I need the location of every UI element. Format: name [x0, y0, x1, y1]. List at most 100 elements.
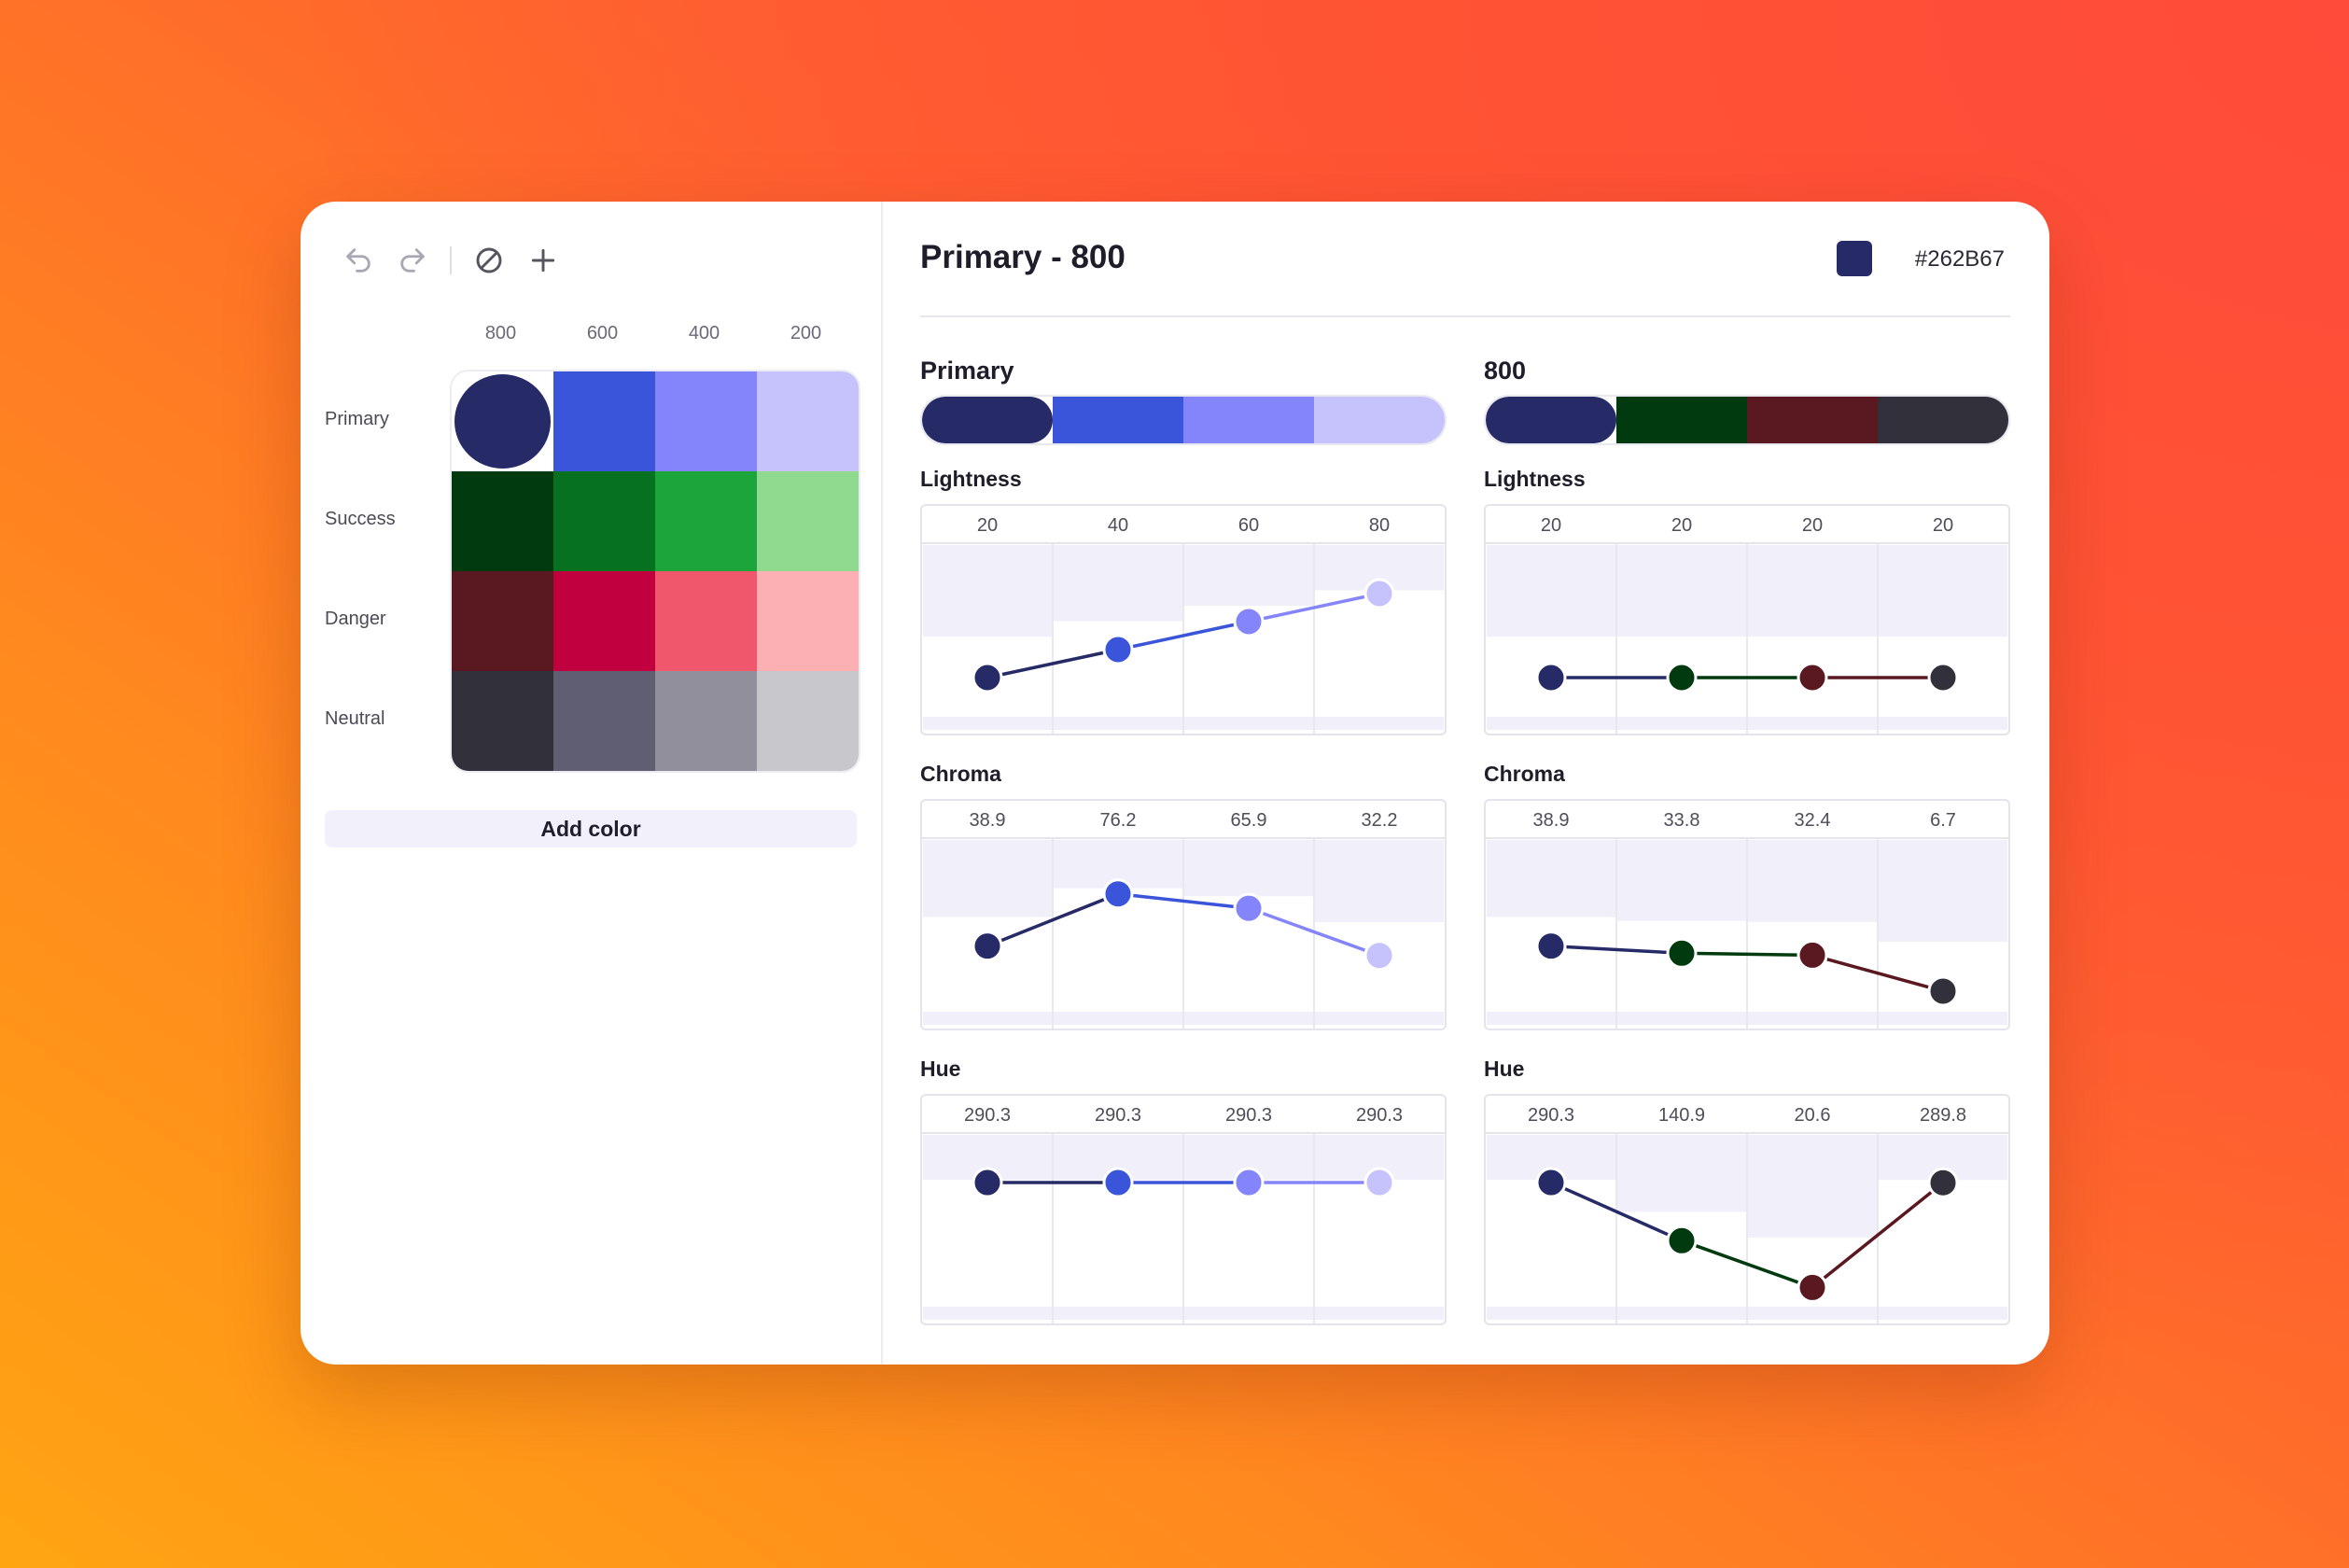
strip-swatch[interactable]	[1183, 397, 1314, 443]
strip-swatch[interactable]	[1314, 397, 1445, 443]
palette-swatch-neutral-400[interactable]	[655, 671, 757, 771]
palette-swatch-danger-800[interactable]	[452, 571, 553, 671]
metric-value-label: 290.3	[1356, 1105, 1403, 1126]
metric-chart-chroma: 38.9 76.2 65.9 32.2	[920, 799, 1447, 1030]
metric-plot: 20 40 60 80	[922, 515, 1445, 734]
add-color-button[interactable]: Add color	[325, 810, 857, 847]
row-label-primary[interactable]: Primary	[325, 409, 389, 429]
metric-value-label: 80	[1369, 515, 1390, 536]
metric-point[interactable]	[972, 662, 1003, 693]
strip-swatch[interactable]	[1747, 397, 1878, 443]
strip-swatch[interactable]	[1878, 397, 2008, 443]
metric-value-label: 76.2	[1100, 810, 1137, 831]
metric-point[interactable]	[1233, 1167, 1265, 1198]
metric-point[interactable]	[1797, 939, 1828, 971]
metric-value-label: 290.3	[1095, 1105, 1141, 1126]
page-title: Primary - 800	[920, 239, 1126, 275]
metric-point[interactable]	[1666, 662, 1698, 693]
metric-point[interactable]	[972, 931, 1003, 962]
metric-title-lightness: Lightness	[1484, 467, 1586, 491]
strip-swatch[interactable]	[1616, 397, 1747, 443]
header-divider	[920, 315, 2010, 317]
metric-chart-lightness: 20 40 60 80	[920, 504, 1447, 735]
row-label-neutral[interactable]: Neutral	[325, 708, 385, 729]
metric-value-label: 20	[977, 515, 998, 536]
metric-value-label: 289.8	[1920, 1105, 1966, 1126]
metric-plot: 38.9 33.8 32.4 6.7	[1486, 810, 2008, 1029]
metric-value-label: 38.9	[1533, 810, 1570, 831]
metric-value-label: 32.4	[1795, 810, 1831, 831]
metric-point[interactable]	[1927, 662, 1959, 693]
metric-point[interactable]	[1666, 1225, 1698, 1256]
metric-point[interactable]	[1927, 1167, 1959, 1198]
hex-value[interactable]: #262B67	[1914, 246, 2005, 272]
metric-value-label: 140.9	[1658, 1105, 1705, 1126]
metric-point[interactable]	[1363, 578, 1395, 609]
detail-pane: Primary - 800 #262B67 Primary Lightness 20…	[881, 202, 2049, 1365]
palette-swatch-primary-800[interactable]	[452, 371, 553, 471]
slash-circle-icon[interactable]	[468, 240, 510, 281]
palette-swatch-success-800[interactable]	[452, 471, 553, 571]
metric-value-label: 38.9	[970, 810, 1006, 831]
metric-point[interactable]	[1233, 892, 1265, 924]
metric-point[interactable]	[1233, 606, 1265, 637]
row-label-success[interactable]: Success	[325, 509, 396, 529]
metric-value-label: 33.8	[1664, 810, 1700, 831]
row-label-danger[interactable]: Danger	[325, 609, 386, 629]
metric-value-label: 20	[1541, 515, 1561, 536]
metric-point[interactable]	[1535, 931, 1567, 962]
strip-swatch[interactable]	[1486, 397, 1616, 443]
metric-point[interactable]	[1927, 975, 1959, 1007]
metric-value-label: 20	[1933, 515, 1953, 536]
metric-plot: 290.3 290.3 290.3 290.3	[922, 1105, 1445, 1323]
palette-swatch-success-600[interactable]	[553, 471, 655, 571]
shade-header: 800	[484, 323, 517, 343]
palette-swatch-primary-400[interactable]	[655, 371, 757, 471]
shade-header: 600	[586, 323, 619, 343]
redo-icon[interactable]	[392, 240, 433, 281]
metric-point[interactable]	[1363, 940, 1395, 972]
palette-swatch-neutral-200[interactable]	[757, 671, 859, 771]
metric-point[interactable]	[1666, 937, 1698, 969]
palette-swatch-success-400[interactable]	[655, 471, 757, 571]
palette-swatch-neutral-600[interactable]	[553, 671, 655, 771]
metric-point[interactable]	[1535, 662, 1567, 693]
metric-point[interactable]	[1102, 878, 1134, 910]
palette-swatch-danger-600[interactable]	[553, 571, 655, 671]
undo-icon[interactable]	[338, 240, 379, 281]
metric-point[interactable]	[1797, 1271, 1828, 1303]
metric-value-label: 6.7	[1930, 810, 1956, 831]
panel-title: 800	[1484, 357, 1527, 385]
shade-column-headers: 800 600 400 200	[450, 323, 857, 344]
metric-value-label: 32.2	[1362, 810, 1398, 831]
palette-swatch-danger-200[interactable]	[757, 571, 859, 671]
metric-value-label: 290.3	[1225, 1105, 1272, 1126]
metric-point[interactable]	[972, 1167, 1003, 1198]
metric-title-chroma: Chroma	[920, 762, 1001, 786]
metric-title-lightness: Lightness	[920, 467, 1022, 491]
selected-swatch-indicator	[454, 374, 551, 469]
plus-icon[interactable]	[523, 240, 564, 281]
strip-swatch[interactable]	[922, 397, 1053, 443]
color-strip	[920, 395, 1447, 445]
metric-title-chroma: Chroma	[1484, 762, 1565, 786]
palette-editor-window: 800 600 400 200 Primary Success Danger N…	[301, 202, 2049, 1365]
selected-color-swatch[interactable]	[1837, 241, 1872, 276]
metric-point[interactable]	[1102, 634, 1134, 665]
metric-plot: 38.9 76.2 65.9 32.2	[922, 810, 1445, 1029]
strip-swatch[interactable]	[1053, 397, 1183, 443]
metric-value-label: 60	[1238, 515, 1259, 536]
palette-swatch-primary-600[interactable]	[553, 371, 655, 471]
palette-swatch-success-200[interactable]	[757, 471, 859, 571]
metric-point[interactable]	[1535, 1167, 1567, 1198]
shade-header: 200	[790, 323, 822, 343]
metric-point[interactable]	[1363, 1167, 1395, 1198]
palette-swatch-neutral-800[interactable]	[452, 671, 553, 771]
palette-swatch-danger-400[interactable]	[655, 571, 757, 671]
metric-value-label: 40	[1108, 515, 1128, 536]
palette-swatch-primary-200[interactable]	[757, 371, 859, 471]
metric-point[interactable]	[1797, 662, 1828, 693]
metric-point[interactable]	[1102, 1167, 1134, 1198]
metric-plot: 20 20 20 20	[1486, 515, 2008, 734]
shade-header: 400	[688, 323, 720, 343]
